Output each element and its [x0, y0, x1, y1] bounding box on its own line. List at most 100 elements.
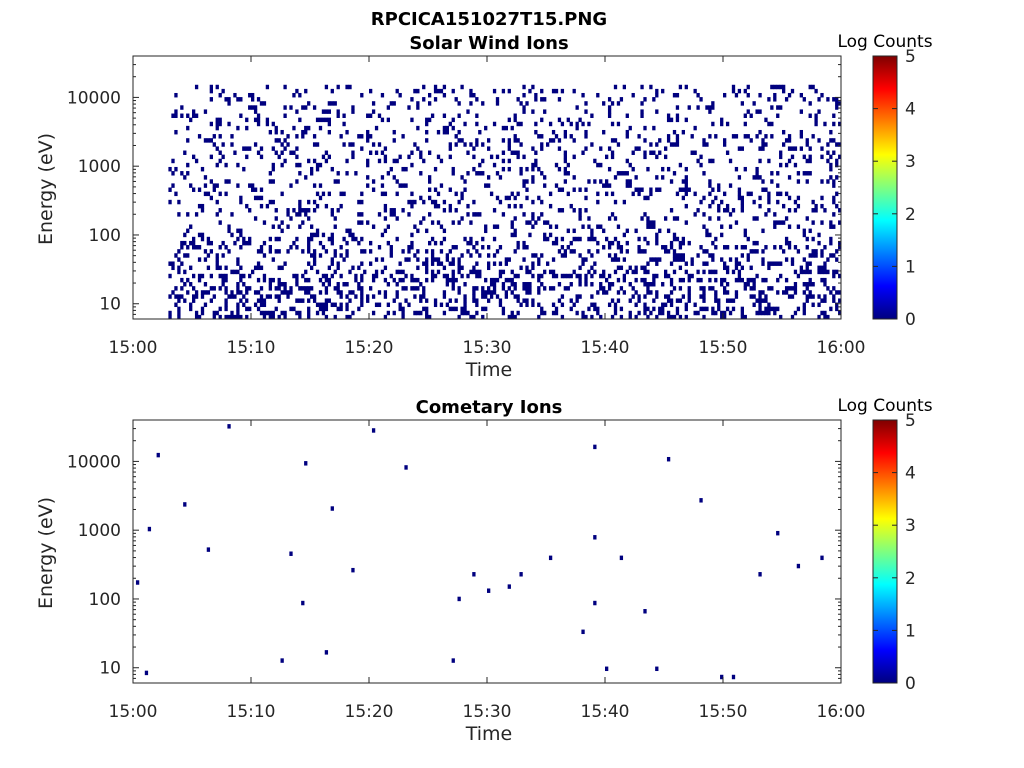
- spectrogram-cell: [262, 314, 267, 320]
- spectrogram-cell: [380, 117, 385, 123]
- spectrogram-cell: [457, 113, 461, 118]
- spectrogram-cell: [669, 179, 674, 184]
- spectrogram-cell: [457, 199, 461, 205]
- spectrogram-cell: [784, 236, 789, 242]
- spectrogram-cell: [811, 294, 815, 299]
- spectrogram-cell: [430, 253, 435, 258]
- spectrogram-cell: [395, 191, 399, 197]
- spectrogram-cell: [787, 294, 792, 299]
- spectrogram-cell: [610, 101, 615, 106]
- spectrogram-cell: [236, 261, 240, 266]
- spectrogram-cell: [386, 105, 390, 110]
- spectrogram-cell: [616, 265, 621, 271]
- spectrogram-cell: [823, 314, 827, 320]
- spectrogram-cell: [672, 249, 677, 254]
- spectrogram-cell: [189, 265, 193, 271]
- spectrogram-cell: [540, 212, 544, 217]
- spectrogram-cell: [203, 257, 208, 262]
- spectrogram-cell: [460, 216, 464, 221]
- spectrogram-cell: [345, 84, 349, 90]
- spectrogram-cell: [392, 175, 396, 180]
- spectrogram-cell: [478, 269, 482, 275]
- spectrogram-cell: [422, 97, 426, 102]
- spectrogram-cell: [605, 154, 609, 160]
- spectrogram-cell: [725, 265, 730, 271]
- spectrogram-cell: [590, 265, 594, 271]
- spectrogram-cell: [336, 208, 340, 213]
- spectrogram-cell: [540, 146, 544, 151]
- spectrogram-cell: [531, 162, 535, 168]
- spectrogram-cell: [501, 269, 506, 275]
- spectrogram-cell: [584, 187, 588, 192]
- spectrogram-cell: [371, 294, 376, 299]
- spectrogram-cell: [242, 236, 246, 242]
- spectrogram-cell: [416, 101, 420, 106]
- spectrogram-cell: [298, 286, 302, 291]
- spectrogram-cell: [802, 228, 806, 234]
- spectrogram-cell: [283, 261, 287, 266]
- spectrogram-cell: [711, 286, 715, 291]
- spectrogram-cell: [584, 282, 588, 287]
- spectrogram-cell: [669, 277, 674, 283]
- spectrogram-cell: [498, 261, 503, 266]
- spectrogram-cell: [802, 290, 806, 295]
- spectrogram-cell: [236, 282, 240, 287]
- spectrogram-cell: [587, 236, 591, 242]
- spectrogram-cell: [599, 224, 603, 229]
- spectrogram-cell: [315, 302, 320, 308]
- spectrogram-cell: [268, 286, 272, 291]
- spectrogram-cell: [392, 212, 396, 217]
- spectrogram-cell: [690, 257, 694, 262]
- spectrogram-cell: [298, 117, 302, 123]
- spectrogram-cell: [705, 249, 709, 254]
- spectrogram-cell: [546, 220, 550, 225]
- spectrogram-cell: [324, 150, 329, 155]
- spectrogram-cell: [312, 249, 317, 254]
- spectrogram-cell: [203, 290, 208, 295]
- spectrogram-cell: [448, 208, 452, 213]
- spectrogram-cell: [236, 269, 240, 275]
- spectrogram-cell: [764, 245, 768, 250]
- spectrogram-cell: [714, 294, 718, 299]
- spectrogram-cell: [734, 166, 739, 172]
- spectrogram-cell: [522, 154, 526, 160]
- spectrogram-cell: [516, 138, 520, 143]
- spectrogram-cell: [734, 245, 739, 250]
- spectrogram-cell: [416, 88, 420, 94]
- spectrogram-cell: [454, 208, 458, 213]
- spectrogram-cell: [628, 183, 632, 188]
- spectrogram-cell: [351, 310, 355, 316]
- spectrogram-cell: [304, 212, 308, 217]
- spectrogram-cell: [548, 191, 553, 197]
- spectrogram-cell: [354, 277, 358, 283]
- spectrogram-cell: [336, 179, 340, 184]
- spectrogram-cell: [634, 269, 638, 275]
- spectrogram-cell: [295, 134, 299, 139]
- spectrogram-cell: [537, 302, 541, 308]
- spectrogram-cell: [776, 171, 780, 176]
- spectrogram-cell: [643, 310, 647, 316]
- spectrogram-cell: [357, 265, 361, 271]
- spectrogram-cell: [684, 84, 688, 90]
- spectrogram-cell: [761, 146, 765, 151]
- spectrogram-cell: [454, 134, 458, 139]
- spectrogram-cell: [548, 269, 553, 275]
- spectrogram-cell: [551, 273, 556, 279]
- spectrogram-cell: [177, 298, 181, 303]
- spectrogram-cell: [634, 228, 638, 234]
- spectrogram-cell: [814, 208, 818, 213]
- spectrogram-cell: [593, 269, 597, 275]
- spectrogram-cell: [256, 121, 261, 127]
- spectrogram-cell: [752, 294, 756, 299]
- spectrogram-cell: [177, 249, 181, 254]
- spectrogram-cell: [728, 310, 733, 316]
- spectrogram-cell: [758, 572, 762, 577]
- spectrogram-cell: [298, 208, 302, 213]
- spectrogram-cell: [404, 183, 408, 188]
- spectrogram-cell: [678, 298, 683, 303]
- spectrogram-cell: [805, 179, 809, 184]
- spectrogram-cell: [758, 109, 762, 114]
- spectrogram-cell: [693, 212, 697, 217]
- spectrogram-cell: [448, 261, 452, 266]
- spectrogram-cell: [475, 138, 479, 143]
